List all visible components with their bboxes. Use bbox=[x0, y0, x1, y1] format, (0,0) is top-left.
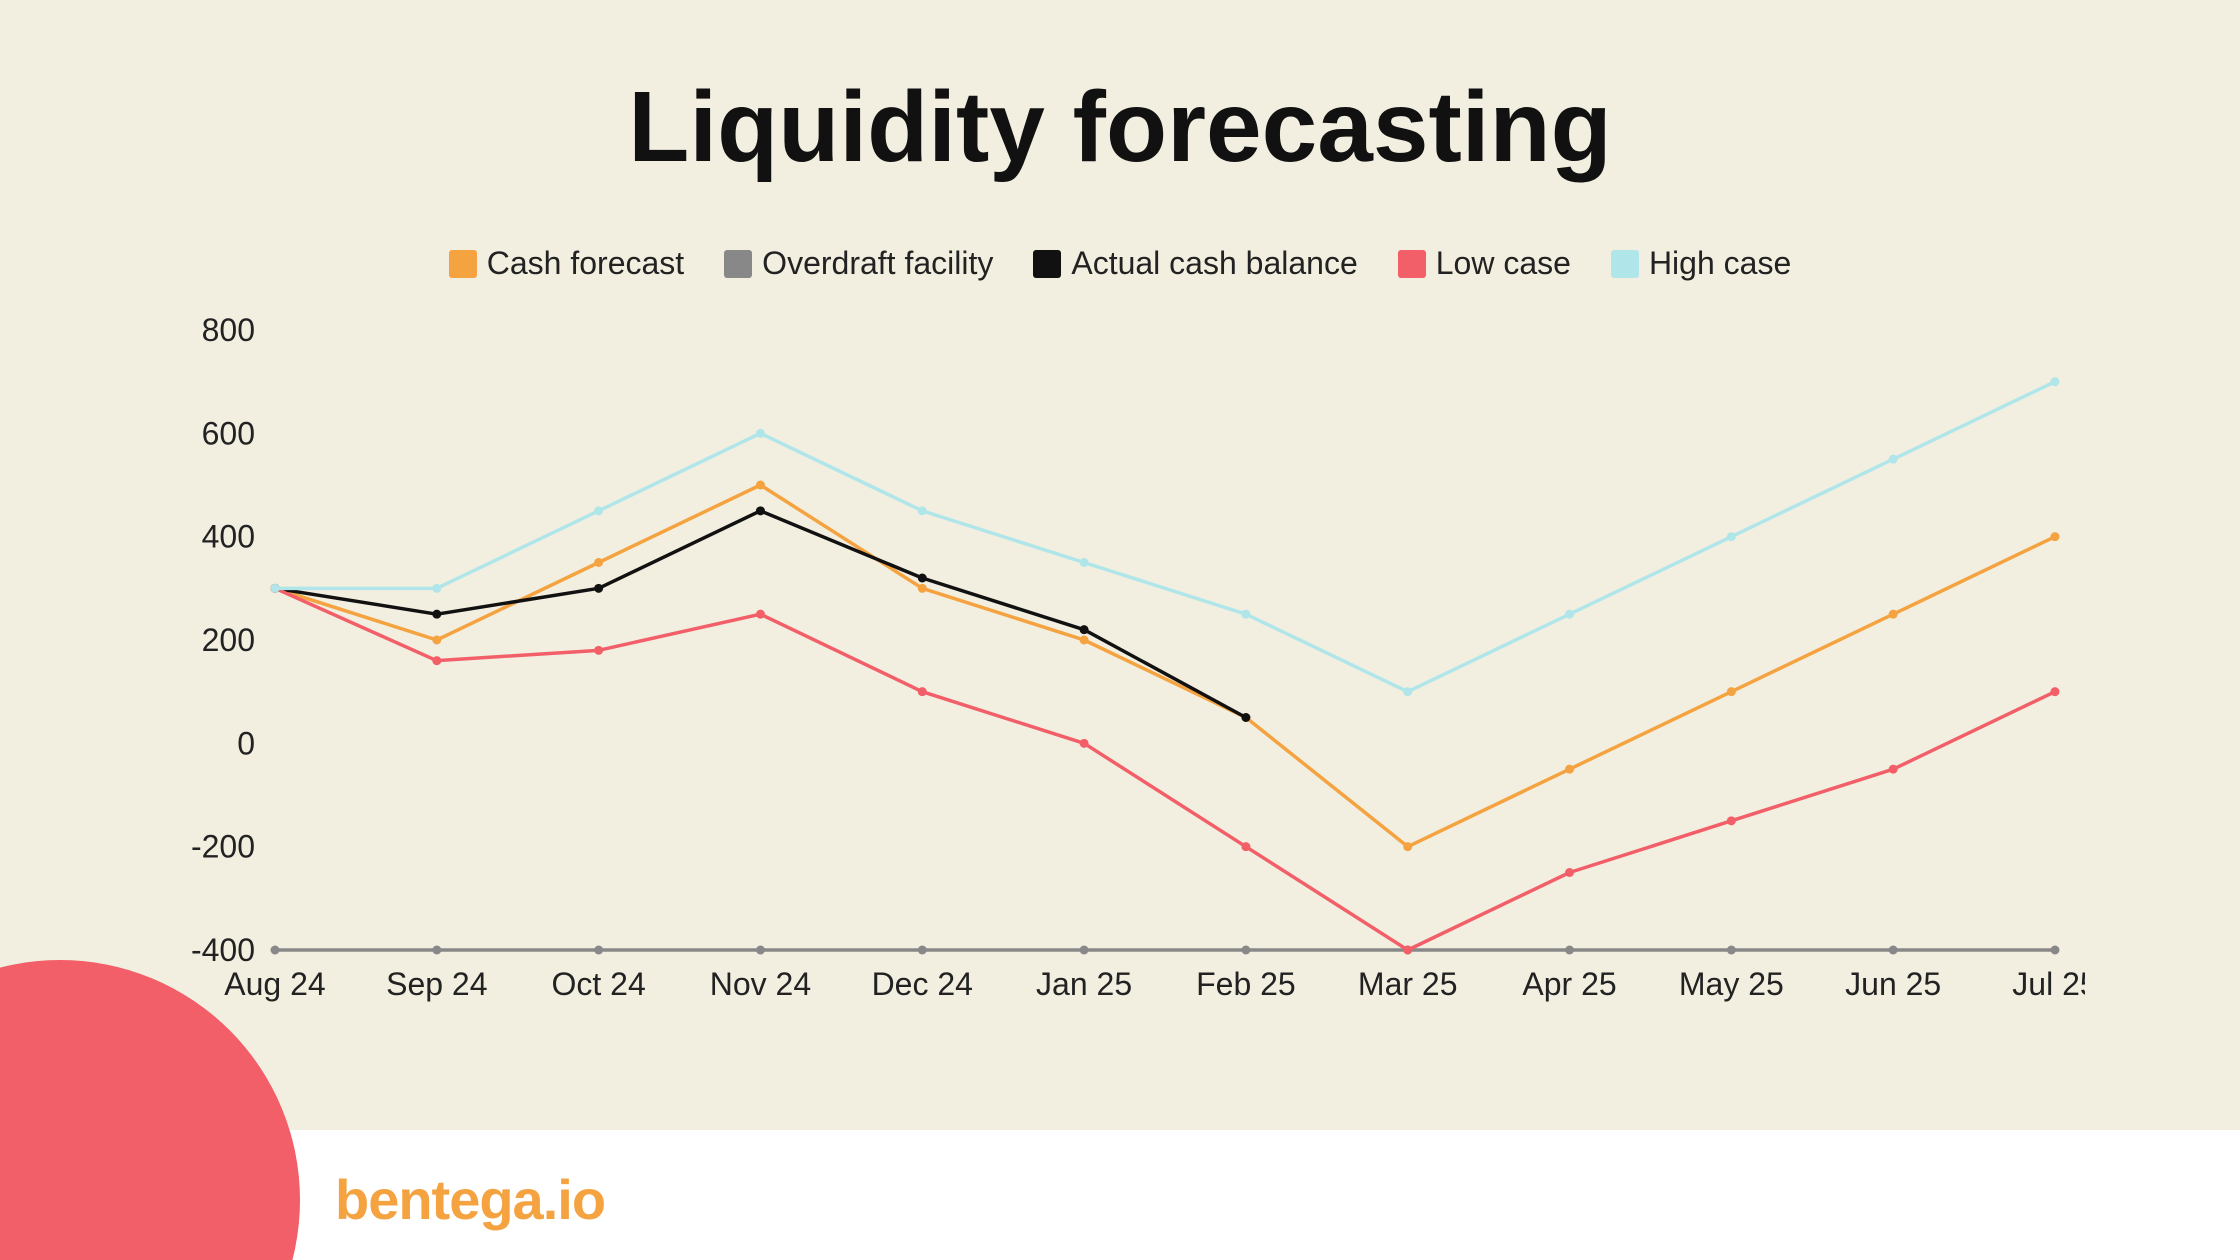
series-marker bbox=[2051, 946, 2060, 955]
legend-label: High case bbox=[1649, 245, 1791, 282]
series-marker bbox=[756, 610, 765, 619]
series-marker bbox=[1403, 946, 1412, 955]
x-tick-label: Mar 25 bbox=[1358, 966, 1458, 1002]
series-line bbox=[275, 588, 2055, 950]
series-marker bbox=[1727, 532, 1736, 541]
x-tick-label: Jun 25 bbox=[1845, 966, 1941, 1002]
legend-swatch bbox=[1398, 250, 1426, 278]
series-marker bbox=[918, 574, 927, 583]
series-marker bbox=[271, 584, 280, 593]
y-tick-label: 200 bbox=[202, 622, 255, 658]
series-marker bbox=[1565, 765, 1574, 774]
series-marker bbox=[432, 584, 441, 593]
chart-area: -400 -200 0 200 400 600 800 Aug 24 Sep 24 Oct 24 N… bbox=[155, 300, 2085, 1020]
series-marker bbox=[271, 946, 280, 955]
series-marker bbox=[1889, 455, 1898, 464]
series-marker bbox=[756, 481, 765, 490]
series-marker bbox=[1080, 946, 1089, 955]
legend-item: Cash forecast bbox=[449, 245, 684, 282]
series-marker bbox=[1565, 610, 1574, 619]
y-tick-label: -400 bbox=[191, 932, 255, 968]
x-tick-label: Nov 24 bbox=[710, 966, 811, 1002]
legend-label: Actual cash balance bbox=[1071, 245, 1357, 282]
legend-swatch bbox=[1033, 250, 1061, 278]
series-marker bbox=[1241, 713, 1250, 722]
series-marker bbox=[1080, 739, 1089, 748]
series-marker bbox=[2051, 687, 2060, 696]
series-marker bbox=[594, 946, 603, 955]
series-marker bbox=[1889, 610, 1898, 619]
series-marker bbox=[918, 946, 927, 955]
series-marker bbox=[918, 506, 927, 515]
series-marker bbox=[1080, 625, 1089, 634]
legend-label: Cash forecast bbox=[487, 245, 684, 282]
x-tick-label: Aug 24 bbox=[224, 966, 325, 1002]
series-marker bbox=[1080, 636, 1089, 645]
series-marker bbox=[2051, 532, 2060, 541]
legend-swatch bbox=[1611, 250, 1639, 278]
series-marker bbox=[432, 610, 441, 619]
brand-label: bentega.io bbox=[335, 1167, 605, 1232]
legend-item: Overdraft facility bbox=[724, 245, 993, 282]
series-marker bbox=[1080, 558, 1089, 567]
legend-item: High case bbox=[1611, 245, 1791, 282]
series-marker bbox=[1889, 765, 1898, 774]
series-marker bbox=[432, 656, 441, 665]
legend-item: Low case bbox=[1398, 245, 1571, 282]
series-marker bbox=[1403, 842, 1412, 851]
series-marker bbox=[756, 506, 765, 515]
y-tick-label: 400 bbox=[202, 519, 255, 555]
series-marker bbox=[1889, 946, 1898, 955]
series-marker bbox=[1565, 946, 1574, 955]
y-tick-label: -200 bbox=[191, 829, 255, 865]
series-marker bbox=[1403, 687, 1412, 696]
line-chart: -400 -200 0 200 400 600 800 Aug 24 Sep 24 Oct 24 N… bbox=[155, 300, 2085, 1020]
series-marker bbox=[1241, 610, 1250, 619]
legend-item: Actual cash balance bbox=[1033, 245, 1357, 282]
y-tick-label: 600 bbox=[202, 415, 255, 451]
series-marker bbox=[594, 506, 603, 515]
legend: Cash forecast Overdraft facility Actual ca… bbox=[0, 245, 2240, 282]
series-marker bbox=[594, 584, 603, 593]
series-marker bbox=[1241, 946, 1250, 955]
series-marker bbox=[432, 946, 441, 955]
series-line bbox=[275, 382, 2055, 692]
x-tick-label: Apr 25 bbox=[1522, 966, 1616, 1002]
x-tick-label: Sep 24 bbox=[386, 966, 487, 1002]
series-marker bbox=[756, 946, 765, 955]
series-marker bbox=[918, 584, 927, 593]
x-tick-label: May 25 bbox=[1679, 966, 1784, 1002]
x-tick-label: Jul 25 bbox=[2012, 966, 2085, 1002]
series-marker bbox=[594, 558, 603, 567]
x-tick-label: Oct 24 bbox=[552, 966, 646, 1002]
series-marker bbox=[432, 636, 441, 645]
slide: Liquidity forecasting Cash forecast Overd… bbox=[0, 0, 2240, 1260]
series-marker bbox=[1241, 842, 1250, 851]
legend-swatch bbox=[724, 250, 752, 278]
x-tick-label: Dec 24 bbox=[872, 966, 973, 1002]
series-marker bbox=[918, 687, 927, 696]
y-tick-label: 0 bbox=[237, 725, 255, 761]
x-tick-label: Jan 25 bbox=[1036, 966, 1132, 1002]
legend-label: Low case bbox=[1436, 245, 1571, 282]
chart-title: Liquidity forecasting bbox=[0, 70, 2240, 185]
legend-label: Overdraft facility bbox=[762, 245, 993, 282]
series-marker bbox=[2051, 377, 2060, 386]
series-marker bbox=[756, 429, 765, 438]
series-marker bbox=[1727, 687, 1736, 696]
series-marker bbox=[1727, 816, 1736, 825]
y-tick-label: 800 bbox=[202, 312, 255, 348]
x-tick-label: Feb 25 bbox=[1196, 966, 1296, 1002]
legend-swatch bbox=[449, 250, 477, 278]
series-marker bbox=[1727, 946, 1736, 955]
series-marker bbox=[594, 646, 603, 655]
series-marker bbox=[1565, 868, 1574, 877]
